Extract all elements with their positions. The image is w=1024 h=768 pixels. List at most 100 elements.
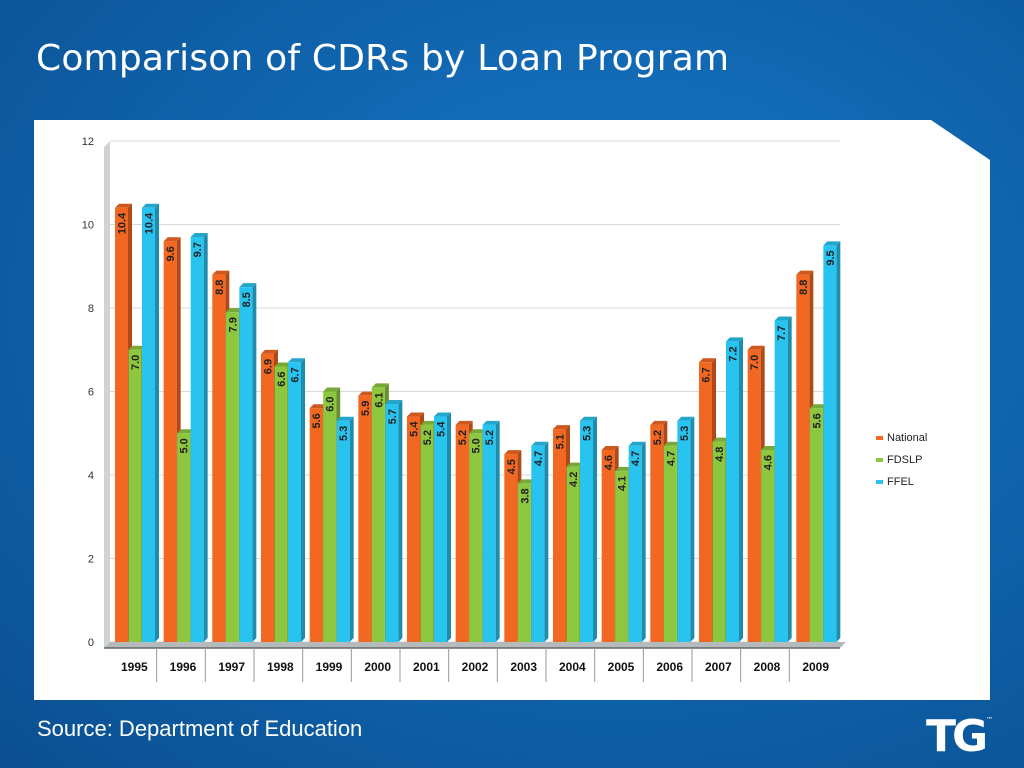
data-label: 10.4 <box>144 212 156 234</box>
bar-top <box>420 420 438 425</box>
bar <box>434 416 447 642</box>
bar <box>190 237 204 642</box>
y-tick-label: 4 <box>88 470 94 482</box>
bar-top <box>712 437 730 442</box>
bar-top <box>239 283 257 288</box>
bar-top <box>761 445 779 450</box>
data-label: 4.7 <box>665 451 677 466</box>
bar-top <box>407 412 424 417</box>
legend-label: FDSLP <box>887 454 922 466</box>
bar-top <box>747 345 765 350</box>
bar-top <box>615 466 633 471</box>
x-tick-label: 2005 <box>608 660 635 674</box>
bar <box>517 483 531 642</box>
bar <box>747 349 761 642</box>
bar <box>128 349 142 642</box>
x-tick-label: 1998 <box>267 660 294 674</box>
x-tick-label: 2002 <box>462 660 489 674</box>
left-wall <box>104 141 110 648</box>
bar <box>177 433 191 642</box>
bar-top <box>517 479 535 484</box>
data-label: 6.7 <box>290 367 302 382</box>
bar-side <box>155 203 159 643</box>
legend: National FDSLP FFEL <box>876 432 927 488</box>
bar-top <box>699 358 716 363</box>
bar-top <box>115 203 132 208</box>
bar-top <box>142 203 159 208</box>
source-note: Source: Department of Education <box>37 716 363 741</box>
bar-top <box>212 270 230 275</box>
bar-top <box>323 387 341 392</box>
data-label: 5.2 <box>484 430 496 445</box>
bar-top <box>469 429 487 434</box>
bar <box>420 424 434 642</box>
data-label: 5.2 <box>422 430 434 445</box>
bar <box>323 391 337 642</box>
bar-top <box>796 270 814 275</box>
x-tick-label: 2009 <box>802 660 829 674</box>
tg-logo: TG ™ <box>926 712 992 756</box>
bar <box>712 441 726 642</box>
bar-side <box>203 233 208 642</box>
bar-top <box>190 233 208 238</box>
bar <box>553 429 566 642</box>
bar-top <box>274 362 292 367</box>
data-label: 4.7 <box>533 451 545 466</box>
bar-top <box>726 337 743 342</box>
data-label: 5.6 <box>311 413 323 428</box>
bar-top <box>677 416 695 421</box>
bar <box>823 245 837 642</box>
bar <box>261 353 274 642</box>
bar-top <box>809 404 827 409</box>
y-tick-label: 12 <box>82 136 94 148</box>
bar-side <box>787 316 792 642</box>
data-label: 9.7 <box>192 242 204 257</box>
chart-panel: 0 2 4 6 8 10 12 1995 1996 1997 1998 1999 2000 2001 200… <box>34 120 990 700</box>
bar-top <box>482 420 500 425</box>
data-label: 4.7 <box>630 451 642 466</box>
bars <box>115 203 841 643</box>
bar-side <box>690 416 695 642</box>
x-tick-label: 1996 <box>170 660 197 674</box>
bar-top <box>774 316 792 321</box>
bar-top <box>177 429 195 434</box>
bar-side <box>495 420 500 642</box>
bar-top <box>371 383 389 388</box>
bar-top <box>580 416 597 421</box>
data-label: 8.5 <box>241 292 253 307</box>
axes: 0 2 4 6 8 10 12 1995 1996 1997 1998 1999 2000 2001 200… <box>82 136 846 682</box>
bar <box>142 207 155 643</box>
data-label: 9.5 <box>825 250 837 265</box>
data-label: 6.6 <box>276 371 288 386</box>
data-label: 4.6 <box>763 455 775 470</box>
bar-top <box>385 400 403 405</box>
legend-swatch <box>876 480 883 484</box>
bar <box>455 424 469 642</box>
bar <box>115 207 128 643</box>
bar <box>225 312 239 642</box>
bar-side <box>398 400 403 642</box>
bar <box>774 320 788 642</box>
bar-side <box>447 412 451 642</box>
bar-top <box>434 412 451 417</box>
x-tick-label: 2006 <box>656 660 683 674</box>
bar <box>677 420 691 642</box>
bar <box>531 445 545 642</box>
data-label: 4.2 <box>568 472 580 487</box>
data-label: 6.0 <box>325 397 337 412</box>
bar <box>407 416 420 642</box>
data-label: 8.8 <box>214 280 226 295</box>
bar <box>566 466 580 642</box>
bar <box>371 387 385 642</box>
data-label: 4.8 <box>714 447 726 462</box>
x-tick-label: 2001 <box>413 660 440 674</box>
data-label: 5.6 <box>811 413 823 428</box>
bar-top <box>358 391 376 396</box>
bar <box>336 420 350 642</box>
bar-top <box>288 358 305 363</box>
bar <box>628 445 642 642</box>
x-tick-label: 2008 <box>754 660 781 674</box>
data-label: 10.4 <box>117 212 129 234</box>
bar-side <box>252 283 257 642</box>
bar-top <box>261 349 278 354</box>
